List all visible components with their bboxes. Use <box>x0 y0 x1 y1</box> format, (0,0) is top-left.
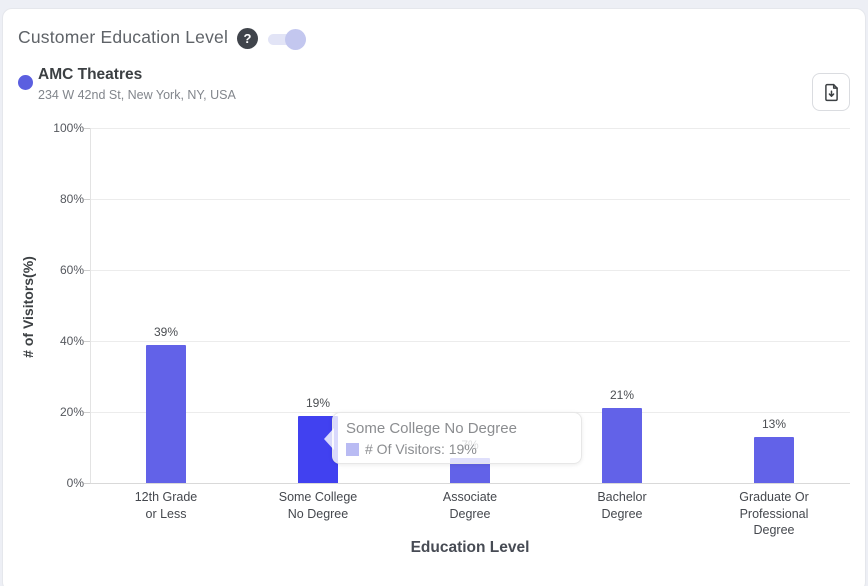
y-tick <box>84 198 90 200</box>
y-tick-label: 0% <box>66 476 84 490</box>
bar-value-label: 21% <box>609 388 635 403</box>
bar-1[interactable] <box>146 344 186 483</box>
toggle-thumb <box>285 29 306 50</box>
y-tick <box>84 482 90 484</box>
x-tick-label: Graduate Or Professional Degree <box>739 490 809 537</box>
y-tick <box>84 411 90 413</box>
bar-4[interactable] <box>602 408 642 483</box>
download-button[interactable] <box>812 73 850 111</box>
x-tick-label: 12th Grade or Less <box>134 490 198 521</box>
tooltip-arrow <box>324 428 334 450</box>
y-tick-label: 100% <box>53 121 84 135</box>
bar-value-label: 39% <box>153 324 179 339</box>
chart-tooltip: Some College No Degree # Of Visitors: 19… <box>324 412 582 464</box>
tooltip-label: # Of Visitors: 19% <box>365 441 477 457</box>
tooltip-title: Some College No Degree <box>346 420 517 437</box>
x-tick-label: Associate Degree <box>442 490 498 521</box>
y-tick-label: 80% <box>59 192 84 206</box>
file-download-icon <box>824 83 838 101</box>
y-axis-title: # of Visitors(%) <box>20 256 36 358</box>
y-tick <box>84 269 90 271</box>
gridline <box>90 127 850 129</box>
help-icon[interactable]: ? <box>237 28 258 49</box>
bar-value-label: 19% <box>305 395 331 410</box>
y-axis-line <box>90 128 91 483</box>
bar-2[interactable] <box>298 415 338 483</box>
toggle-switch[interactable] <box>268 27 308 52</box>
y-tick <box>84 127 90 129</box>
tooltip-row: # Of Visitors: 19% <box>346 441 567 457</box>
tooltip-swatch <box>346 442 359 456</box>
x-axis-title: Education Level <box>410 539 530 556</box>
legend-name: AMC Theatres <box>38 66 143 83</box>
gridline <box>90 198 850 200</box>
x-tick-label: Bachelor Degree <box>597 490 647 521</box>
y-tick-label: 40% <box>59 334 84 348</box>
bar-5[interactable] <box>754 436 794 483</box>
gridline <box>90 340 850 342</box>
page-title: Customer Education Level <box>18 27 229 47</box>
bar-value-label: 13% <box>761 416 787 431</box>
chart-card <box>2 8 866 586</box>
x-tick-label: Some College No Degree <box>278 490 358 521</box>
gridline <box>90 269 850 271</box>
legend-address: 234 W 42nd St, New York, NY, USA <box>38 88 236 102</box>
y-tick-label: 60% <box>59 263 84 277</box>
legend-dot <box>18 75 33 90</box>
y-tick-label: 20% <box>59 405 84 419</box>
x-axis-line <box>90 483 850 484</box>
y-tick <box>84 340 90 342</box>
